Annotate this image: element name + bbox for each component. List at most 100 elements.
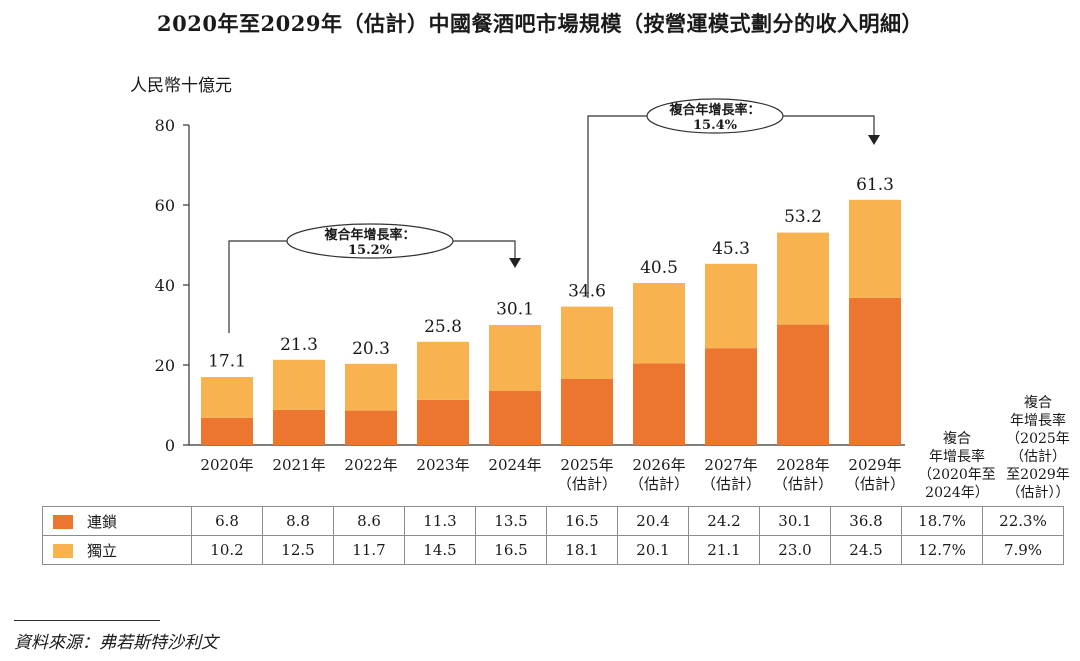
cagr-arrowhead [868, 135, 880, 145]
bar-chain [849, 297, 901, 445]
bar-chain [561, 379, 613, 445]
total-label: 17.1 [208, 352, 246, 372]
table-cell: 8.8 [262, 506, 334, 536]
cagr-cell: 22.3% [982, 506, 1064, 536]
table-cell: 20.1 [617, 535, 689, 565]
cagr-annotation-value: 15.4% [693, 118, 738, 133]
total-label: 20.3 [352, 339, 390, 359]
x-tick-label: （估計） [701, 475, 761, 493]
bar-independent [201, 377, 253, 418]
cagr-column-header: 年增長率 [929, 448, 985, 465]
bars-group [201, 199, 901, 445]
cagr-annotation-label: 複合年增長率： [323, 227, 415, 243]
table-row: 獨立 10.2 12.5 11.7 14.5 16.5 18.1 20.1 21.1 23.0 24… [42, 535, 1064, 565]
source-rule [14, 620, 160, 621]
bar-chain [777, 324, 829, 445]
x-tick-label: 2021年 [272, 456, 325, 474]
cagr-arrowhead [509, 258, 521, 268]
data-table: 連鎖 6.8 8.8 8.6 11.3 13.5 16.5 20.4 24.2 30.1 36.8 1… [42, 506, 1064, 565]
table-cell: 16.5 [546, 506, 618, 536]
cagr-ellipse [646, 98, 784, 134]
x-tick-label: 2020年 [200, 456, 253, 474]
bar-chain [417, 399, 469, 445]
cagr-annotation: 複合年增長率：15.4% [587, 98, 880, 298]
legend-label: 連鎖 [87, 512, 118, 531]
cagr-cell: 7.9% [982, 535, 1064, 565]
total-label: 34.6 [568, 282, 606, 302]
cagr-column-header: （2020年至 [918, 467, 996, 483]
cagr-column-header: （2025年 [1006, 431, 1070, 447]
table-cell: 8.6 [333, 506, 405, 536]
total-label: 61.3 [856, 175, 894, 195]
cagr-column-header: （估計） [1010, 449, 1066, 465]
cagr-column-header: 複合 [1024, 394, 1052, 411]
bar-independent [633, 283, 685, 364]
x-tick-label: 2028年 [776, 456, 829, 474]
cagr-cell: 12.7% [901, 535, 983, 565]
table-cell: 6.8 [191, 506, 263, 536]
table-cell: 24.2 [688, 506, 760, 536]
x-tick-label: 2025年 [560, 456, 613, 474]
table-cell: 24.5 [830, 535, 902, 565]
cagr-bracket-right [783, 115, 875, 137]
cagr-column-header: 複合 [943, 430, 971, 447]
total-label: 25.8 [424, 317, 462, 337]
total-label: 53.2 [784, 207, 822, 227]
table-cell: 11.3 [404, 506, 476, 536]
table-cell: 13.5 [475, 506, 547, 536]
legend-label: 獨立 [87, 541, 118, 560]
y-tick-label: 60 [155, 196, 175, 215]
table-cell: 18.1 [546, 535, 618, 565]
bar-chain [201, 417, 253, 445]
table-cell: 23.0 [759, 535, 831, 565]
x-tick-label: （估計） [773, 475, 833, 493]
bar-independent [849, 199, 901, 298]
total-label: 30.1 [496, 300, 534, 320]
cagr-column-header: 年增長率 [1010, 412, 1066, 429]
cagr-bracket-right [453, 240, 516, 260]
table-cell: 30.1 [759, 506, 831, 536]
y-tick-label: 40 [155, 276, 175, 295]
bar-independent [345, 363, 397, 411]
bar-independent [417, 341, 469, 400]
bar-chain [633, 363, 685, 445]
table-cell: 11.7 [333, 535, 405, 565]
cagr-column-header: 2024年） [925, 485, 989, 501]
cagr-ellipse [286, 223, 454, 259]
y-tick-label: 20 [155, 356, 175, 375]
cagr-column-header: 至2029年 [1006, 467, 1070, 483]
bar-chain [273, 409, 325, 445]
chart-title: 2020年至2029年（估計）中國餐酒吧市場規模（按營運模式劃分的收入明細） [157, 11, 923, 36]
labels-group: 17.1 2020年 21.3 2021年 20.3 2022年 25.8 2023年 30.1… [200, 175, 1069, 501]
legend-swatch [53, 543, 73, 558]
table-cell: 21.1 [688, 535, 760, 565]
x-tick-label: 2029年 [848, 456, 901, 474]
cagr-column-header: （估計）） [1007, 485, 1070, 501]
cagr-bracket-left [228, 240, 287, 333]
bar-chain [705, 348, 757, 445]
cagr-annotations: 複合年增長率：15.2%複合年增長率：15.4% [228, 98, 880, 333]
row-label: 連鎖 [42, 506, 192, 536]
table-cell: 16.5 [475, 535, 547, 565]
y-tick-label: 0 [165, 436, 175, 455]
bar-independent [489, 325, 541, 391]
row-label: 獨立 [42, 535, 192, 565]
cagr-annotation: 複合年增長率：15.2% [228, 223, 521, 333]
total-label: 45.3 [712, 239, 750, 259]
table-cell: 10.2 [191, 535, 263, 565]
table-cell: 20.4 [617, 506, 689, 536]
cagr-cell: 18.7% [901, 506, 983, 536]
y-tick-label: 80 [155, 116, 175, 135]
total-label: 21.3 [280, 335, 318, 355]
x-tick-label: （估計） [557, 475, 617, 493]
cagr-bracket-left [587, 115, 647, 298]
bar-independent [561, 306, 613, 379]
x-tick-label: 2027年 [704, 456, 757, 474]
x-tick-label: （估計） [629, 475, 689, 493]
table-cell: 36.8 [830, 506, 902, 536]
cagr-annotation-value: 15.2% [348, 243, 393, 258]
bar-independent [273, 359, 325, 410]
total-label: 40.5 [640, 258, 678, 278]
bar-independent [777, 232, 829, 325]
x-tick-label: 2023年 [416, 456, 469, 474]
